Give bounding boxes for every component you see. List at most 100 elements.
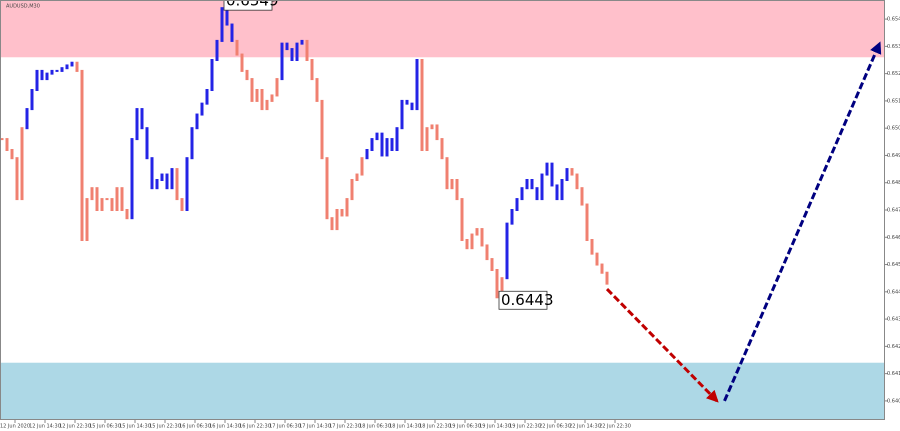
price-bar	[260, 89, 264, 111]
price-bar	[275, 78, 279, 97]
price-bar	[120, 187, 124, 211]
price-bar	[530, 179, 534, 190]
price-bar	[140, 108, 144, 130]
price-bar	[235, 39, 239, 56]
price-bar	[350, 179, 354, 201]
price-bar	[495, 269, 499, 299]
price-bar	[170, 168, 174, 190]
price-bar	[550, 162, 554, 187]
y-tick-label: 0.6545	[887, 17, 900, 23]
price-bar	[35, 69, 39, 91]
price-bar	[355, 173, 359, 181]
price-bar	[70, 61, 74, 67]
y-tick-label: 0.6445	[887, 289, 900, 295]
forecast-arrow	[723, 41, 882, 402]
price-bar	[225, 7, 229, 26]
price-bar	[210, 59, 214, 91]
price-bar	[65, 64, 69, 70]
x-tick-label: 18 Jun 22:30	[419, 424, 451, 430]
price-bar	[475, 228, 479, 236]
price-bar	[220, 7, 224, 42]
price-bar	[395, 127, 399, 151]
price-bar	[135, 108, 139, 141]
price-bar	[455, 179, 459, 201]
price-bar	[505, 222, 509, 280]
price-bar	[60, 67, 64, 72]
price-bar	[90, 187, 94, 201]
annotation-box	[223, 0, 273, 11]
price-bar	[80, 69, 84, 241]
x-tick-label: 18 Jun 06:30	[359, 424, 391, 430]
x-tick-label: 22 Jun 06:30	[539, 424, 571, 430]
price-bar	[0, 138, 4, 141]
price-bar	[485, 244, 489, 261]
x-tick-label: 19 Jun 14:30	[479, 424, 511, 430]
x-tick-label: 15 Jun 22:30	[149, 424, 181, 430]
price-bar	[375, 132, 379, 141]
price-bar	[180, 198, 184, 211]
x-tick-label: 22 Jun 22:30	[599, 424, 631, 430]
price-bar	[385, 138, 389, 157]
price-bar	[370, 138, 374, 151]
price-bar	[400, 99, 404, 130]
price-bar	[565, 168, 569, 181]
x-tick-label: 17 Jun 14:30	[299, 424, 331, 430]
price-bar	[575, 173, 579, 190]
price-bar	[365, 149, 369, 160]
zones	[0, 0, 885, 420]
price-bar	[605, 271, 609, 285]
price-bar	[590, 239, 594, 255]
price-bar	[520, 187, 524, 201]
x-tick-label: 18 Jun 14:30	[389, 424, 421, 430]
zone	[0, 0, 885, 58]
price-bar	[335, 209, 339, 231]
price-bar	[300, 39, 304, 45]
price-bar	[20, 127, 24, 201]
x-tick-label: 16 Jun 22:30	[239, 424, 271, 430]
plot-frame	[0, 0, 885, 420]
annotation: 0.6443	[501, 291, 554, 309]
y-tick-label: 0.6405	[887, 398, 900, 404]
annotation: 0.6549	[226, 0, 279, 10]
price-bar	[200, 102, 204, 116]
price-bar	[30, 89, 34, 111]
x-tick-label: 19 Jun 06:30	[449, 424, 481, 430]
y-tick-label: 0.6415	[887, 371, 900, 377]
x-tick-label: 12 Jun 14:30	[29, 424, 61, 430]
price-bar	[15, 157, 19, 201]
price-bar	[150, 157, 154, 190]
price-bar	[85, 198, 89, 241]
price-bar	[280, 42, 284, 81]
price-bar	[330, 217, 334, 231]
price-bar	[250, 78, 254, 102]
x-tick-label: 15 Jun 14:30	[119, 424, 151, 430]
price-bar	[405, 99, 409, 105]
price-bar	[380, 132, 384, 157]
price-bar	[290, 48, 294, 61]
price-bar	[195, 113, 199, 130]
price-bar	[155, 179, 159, 190]
price-bar	[465, 239, 469, 250]
price-bar	[515, 198, 519, 211]
price-bar	[580, 187, 584, 206]
price-bar	[115, 187, 119, 211]
price-bar	[160, 173, 164, 181]
y-tick-label: 0.6455	[887, 262, 900, 268]
price-bar	[305, 39, 309, 61]
y-tick-label: 0.6515	[887, 98, 900, 104]
price-bar	[110, 198, 114, 211]
price-bar	[360, 157, 364, 176]
x-tick-label: 17 Jun 06:30	[269, 424, 301, 430]
price-bar	[185, 157, 189, 211]
x-tick-label: 19 Jun 22:30	[509, 424, 541, 430]
price-bar	[285, 42, 289, 51]
price-bar	[10, 149, 14, 160]
price-bar	[245, 69, 249, 81]
price-bar	[190, 127, 194, 160]
price-bar	[230, 23, 234, 42]
price-bar	[75, 61, 79, 72]
price-bar	[415, 59, 419, 111]
y-tick-label: 0.6505	[887, 126, 900, 132]
price-bar	[295, 42, 299, 61]
